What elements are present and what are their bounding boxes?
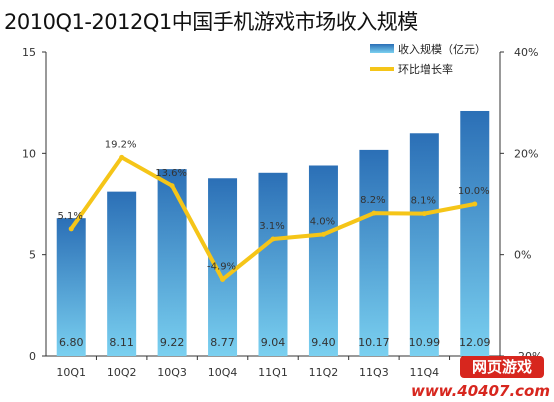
left-axis-tick-label: 10 [22,147,36,160]
bar-value-label: 9.22 [160,336,185,349]
bar-value-label: 9.04 [261,336,286,349]
growth-rate-point [371,210,377,216]
bar [308,165,338,356]
bar [460,110,490,356]
bar-value-label: 8.77 [210,336,235,349]
x-axis-tick-label: 11Q1 [258,366,288,379]
growth-rate-label: 8.2% [360,195,385,206]
growth-rate-label: 4.0% [310,216,335,227]
x-axis-tick-label: 10Q1 [56,366,86,379]
growth-rate-label: 19.2% [105,139,137,150]
x-axis-tick-label: 10Q2 [107,366,137,379]
x-axis-tick-label: 11Q2 [309,366,339,379]
growth-rate-point [472,201,478,207]
growth-rate-label: 3.1% [259,221,284,232]
growth-rate-point [68,226,74,232]
bar [107,191,137,356]
growth-rate-point [119,154,125,160]
left-axis-tick-label: 0 [29,350,36,363]
growth-rate-point [270,236,276,242]
left-axis-tick-label: 15 [22,46,36,59]
bar [258,172,288,356]
bar-value-label: 6.80 [59,336,84,349]
bar [208,178,238,356]
growth-rate-label: 13.6% [155,168,187,179]
legend-bar-label: 收入规模（亿元） [398,42,486,56]
x-axis-tick-label: 11Q4 [410,366,440,379]
bar [56,218,86,356]
growth-rate-label: 10.0% [458,186,490,197]
left-axis-tick-label: 5 [29,249,36,262]
bar-value-label: 10.99 [409,336,441,349]
chart-title: 2010Q1-2012Q1中国手机游戏市场收入规模 [4,10,418,34]
growth-rate-point [320,231,326,237]
bar [157,169,187,356]
growth-rate-point [220,276,226,282]
bar-value-label: 8.11 [109,336,134,349]
bar [359,149,389,356]
x-axis-tick-label: 11Q3 [359,366,389,379]
growth-rate-point [169,183,175,189]
watermark-line1: 网页游戏 [460,356,544,378]
bar-value-label: 9.40 [311,336,336,349]
bar-value-label: 10.17 [358,336,390,349]
x-axis-tick-label: 10Q4 [208,366,238,379]
growth-rate-label: 8.1% [411,196,436,207]
legend-line-label: 环比增长率 [398,62,453,76]
right-axis-tick-label: 20% [514,147,538,160]
growth-rate-label: -4.9% [207,261,236,272]
right-axis-tick-label: 0% [514,249,531,262]
watermark-logo: 网页游戏 www.40407.com [411,356,550,400]
growth-rate-label: 5.1% [58,211,83,222]
right-axis-tick-label: 40% [514,46,538,59]
bar-value-label: 12.09 [459,336,491,349]
legend-bar-swatch [370,44,394,53]
bar [409,133,439,356]
watermark-line2: www.40407.com [410,382,550,400]
x-axis-tick-label: 10Q3 [157,366,187,379]
growth-rate-point [421,211,427,217]
